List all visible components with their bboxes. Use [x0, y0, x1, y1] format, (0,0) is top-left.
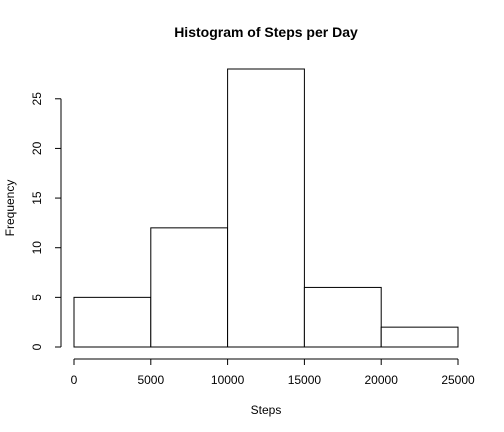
histogram-bar-0	[73, 296, 152, 348]
y-axis: 0 5 10 15 20 25	[30, 92, 62, 350]
x-axis: 0 5000 10000 15000 20000 25000	[71, 358, 475, 387]
y-tick-label: 0	[30, 343, 44, 350]
y-axis-label: Frequency	[3, 180, 17, 237]
y-tick-label: 25	[30, 92, 44, 106]
chart-title: Histogram of Steps per Day	[174, 24, 358, 40]
histogram-bar-1	[150, 227, 229, 348]
x-tick-label: 0	[71, 373, 78, 387]
y-tick-label: 10	[30, 241, 44, 255]
x-tick-label: 5000	[137, 373, 164, 387]
histogram-bar-2	[227, 68, 305, 348]
bars-group	[73, 68, 459, 348]
y-tick-label: 15	[30, 191, 44, 205]
x-axis-label: Steps	[251, 403, 282, 417]
x-tick-label: 15000	[288, 373, 322, 387]
x-tick-label: 20000	[365, 373, 399, 387]
x-tick-label: 25000	[441, 373, 475, 387]
histogram-bar-3	[303, 286, 382, 348]
x-tick-label: 10000	[211, 373, 245, 387]
y-tick-label: 20	[30, 141, 44, 155]
y-tick-label: 5	[30, 294, 44, 301]
histogram-bar-4	[380, 326, 459, 348]
